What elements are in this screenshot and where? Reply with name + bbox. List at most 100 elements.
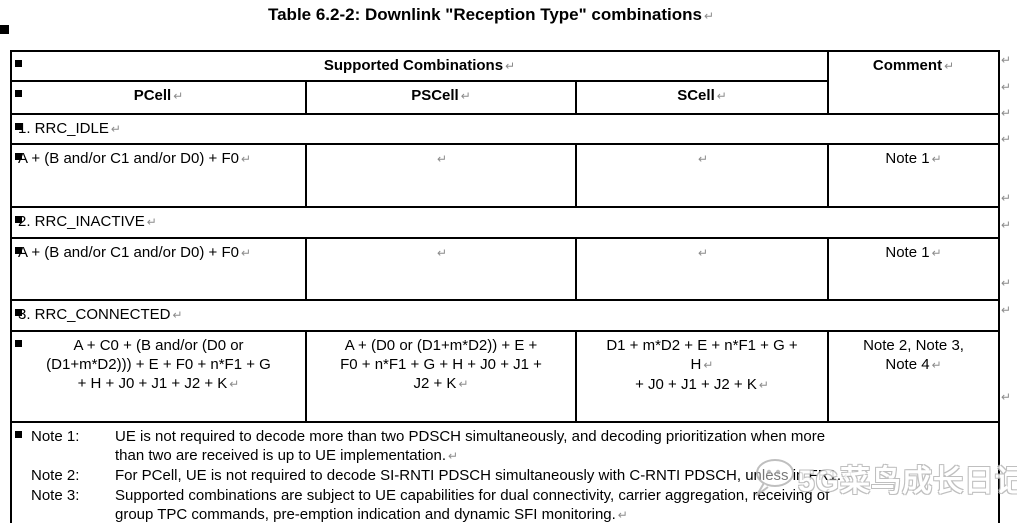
cell-pcell-idle: A + (B and/or C1 and/or D0) + F0 ↵ xyxy=(10,143,307,208)
section-cell-rrc-inactive: 2. RRC_INACTIVE ↵ xyxy=(9,206,1001,239)
paragraph-mark: ↵ xyxy=(173,89,184,103)
cell-comment-connected: Note 2, Note 3, Note 4 ↵ xyxy=(827,330,1001,423)
note-label: Note 1: xyxy=(31,428,80,445)
header-pscell-label: PSCell xyxy=(411,87,459,104)
cell-comment-inactive: Note 1 ↵ xyxy=(827,237,1001,301)
margin-paragraph-mark: ↵ xyxy=(1001,191,1012,205)
note-label: Note 3: xyxy=(31,487,80,504)
pcell-combination: A + (B and/or C1 and/or D0) + F0 xyxy=(18,150,239,167)
cell-pcell-inactive: A + (B and/or C1 and/or D0) + F0 ↵ xyxy=(10,237,307,301)
paragraph-mark: ↵ xyxy=(758,378,769,392)
paragraph-mark: ↵ xyxy=(944,59,955,73)
paragraph-mark: ↵ xyxy=(931,358,942,372)
cell-marker xyxy=(15,309,22,316)
notes-cell: Note 1: UE is not required to decode mor… xyxy=(9,421,1001,523)
cell-pscell-inactive: ↵ xyxy=(305,237,577,301)
cell-marker xyxy=(15,340,22,347)
data-row-rrc-inactive: A + (B and/or C1 and/or D0) + F0 ↵ ↵ ↵ No… xyxy=(10,237,1001,301)
header-pcell-label: PCell xyxy=(133,87,172,104)
paragraph-mark: ↵ xyxy=(436,246,448,260)
header-pcell: PCell ↵ xyxy=(10,80,307,115)
scell-combination-part1: D1 + m*D2 + E + n*F1 + G + H xyxy=(606,337,798,373)
note-text-content: UE is not required to decode more than t… xyxy=(115,428,826,464)
paragraph-mark: ↵ xyxy=(240,246,252,260)
paragraph-mark: ↵ xyxy=(436,152,448,166)
margin-paragraph-mark: ↵ xyxy=(1001,303,1012,317)
paragraph-mark: ↵ xyxy=(843,469,854,483)
paragraph-mark: ↵ xyxy=(146,215,157,229)
cell-scell-idle: ↵ xyxy=(574,143,830,208)
section-row-rrc-inactive: 2. RRC_INACTIVE ↵ xyxy=(9,206,1001,239)
note-text-content: For PCell, UE is not required to decode … xyxy=(115,467,842,484)
paragraph-mark: ↵ xyxy=(110,122,121,136)
header-scell: SCell ↵ xyxy=(574,80,830,115)
scell-combination-part2: + J0 + J1 + J2 + K xyxy=(635,376,757,393)
cell-marker xyxy=(15,123,22,130)
data-row-rrc-idle: A + (B and/or C1 and/or D0) + F0 ↵ ↵ ↵ No… xyxy=(10,143,1001,208)
header-row-1: Supported Combinations ↵ Comment ↵ xyxy=(9,50,1001,115)
margin-paragraph-mark: ↵ xyxy=(1001,390,1012,404)
header-scell-label: SCell xyxy=(677,87,715,104)
paragraph-mark: ↵ xyxy=(460,89,471,103)
header-row-2: PCell ↵ PSCell ↵ SCell ↵ xyxy=(10,80,999,115)
note-text: UE is not required to decode more than t… xyxy=(115,427,992,466)
section-row-rrc-idle: 1. RRC_IDLE ↵ xyxy=(9,113,1001,145)
header-comment-label: Comment xyxy=(872,57,943,74)
note-3: Note 3: Supported combinations are subje… xyxy=(18,486,992,523)
comment-note-refs: Note 2, Note 3, Note 4 xyxy=(863,337,964,373)
section-label: 2. RRC_INACTIVE xyxy=(18,213,145,230)
cell-scell-inactive: ↵ xyxy=(574,237,830,301)
paragraph-mark: ↵ xyxy=(505,59,516,73)
pcell-combination: A + C0 + (B and/or (D0 or (D1+m*D2))) + … xyxy=(46,337,271,392)
paragraph-mark: ↵ xyxy=(716,89,727,103)
header-pscell: PSCell ↵ xyxy=(305,80,577,115)
paragraph-mark: ↵ xyxy=(931,152,942,166)
notes-row: Note 1: UE is not required to decode mor… xyxy=(9,421,1001,523)
paragraph-mark: ↵ xyxy=(703,9,714,23)
note-1: Note 1: UE is not required to decode mor… xyxy=(18,427,992,466)
cell-comment-idle: Note 1 ↵ xyxy=(827,143,1001,208)
margin-paragraph-mark: ↵ xyxy=(1001,106,1012,120)
table-caption: Table 6.2-2: Downlink "Reception Type" c… xyxy=(0,5,982,25)
cell-marker xyxy=(15,60,22,67)
cell-marker xyxy=(15,216,22,223)
paragraph-mark: ↵ xyxy=(697,152,709,166)
note-text-content: Supported combinations are subject to UE… xyxy=(115,487,830,523)
cell-marker xyxy=(15,431,22,438)
paragraph-mark: ↵ xyxy=(697,246,709,260)
paragraph-mark: ↵ xyxy=(458,377,469,391)
cell-marker xyxy=(15,153,22,160)
section-row-rrc-connected: 3. RRC_CONNECTED ↵ xyxy=(9,299,1001,332)
paragraph-mark: ↵ xyxy=(931,246,942,260)
note-label: Note 2: xyxy=(31,467,80,484)
header-supported-combinations: Supported Combinations ↵ xyxy=(9,50,830,82)
line-break-mark: ↵ xyxy=(703,358,714,372)
paragraph-mark: ↵ xyxy=(172,308,183,322)
paragraph-mark: ↵ xyxy=(240,152,252,166)
section-cell-rrc-connected: 3. RRC_CONNECTED ↵ xyxy=(9,299,1001,332)
header-supported-combinations-label: Supported Combinations xyxy=(323,57,504,74)
comment-note-ref: Note 1 xyxy=(885,150,930,167)
margin-paragraph-mark: ↵ xyxy=(1001,132,1012,146)
cell-scell-connected: D1 + m*D2 + E + n*F1 + G + H ↵ + J0 + J1 … xyxy=(574,330,830,423)
section-cell-rrc-idle: 1. RRC_IDLE ↵ xyxy=(9,113,1001,145)
margin-paragraph-mark: ↵ xyxy=(1001,53,1012,67)
margin-paragraph-mark: ↵ xyxy=(1001,276,1012,290)
margin-paragraph-mark: ↵ xyxy=(1001,218,1012,232)
data-row-rrc-connected: A + C0 + (B and/or (D0 or (D1+m*D2))) + … xyxy=(10,330,1001,423)
note-text: Supported combinations are subject to UE… xyxy=(115,486,992,523)
paragraph-mark: ↵ xyxy=(229,377,240,391)
reception-type-table: Supported Combinations ↵ Comment ↵ PCell ↵ … xyxy=(9,50,1001,523)
cell-marker xyxy=(15,90,22,97)
section-label: 3. RRC_CONNECTED xyxy=(18,306,171,323)
note-2: Note 2: For PCell, UE is not required to… xyxy=(18,466,992,486)
paragraph-mark: ↵ xyxy=(617,508,628,522)
header-comment: Comment ↵ xyxy=(827,50,1001,115)
comment-note-ref: Note 1 xyxy=(885,244,930,261)
cell-pscell-idle: ↵ xyxy=(305,143,577,208)
paragraph-mark: ↵ xyxy=(448,449,459,463)
margin-paragraph-mark: ↵ xyxy=(1001,80,1012,94)
margin-square-marker xyxy=(0,25,9,34)
cell-pcell-connected: A + C0 + (B and/or (D0 or (D1+m*D2))) + … xyxy=(10,330,307,423)
